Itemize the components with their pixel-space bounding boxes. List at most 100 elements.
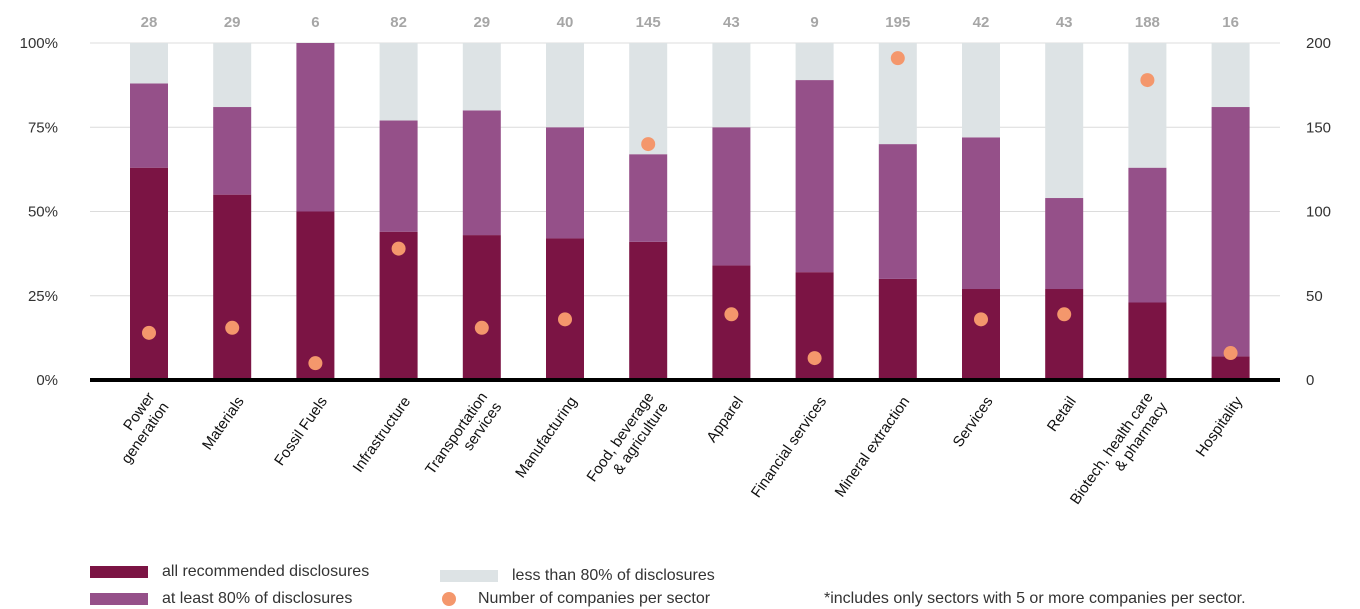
company-count-dot — [1057, 307, 1072, 322]
category-label: Infrastructure — [350, 394, 415, 476]
bar-segment-lessthan80 — [1211, 43, 1250, 108]
company-count-label: 16 — [1222, 14, 1239, 31]
bar-segment-lessthan80 — [1045, 43, 1084, 199]
y-right-tick-label: 0 — [1306, 372, 1314, 389]
bar-segment-all — [878, 278, 917, 380]
company-count-label: 42 — [973, 14, 990, 31]
company-count-dot — [890, 51, 905, 66]
legend-item-company-count: Number of companies per sector — [426, 590, 710, 608]
bar-segment-all — [213, 194, 252, 380]
bar-segment-atleast80 — [546, 127, 584, 239]
legend-label-company-count: Number of companies per sector — [478, 590, 711, 607]
company-count-label: 29 — [224, 14, 241, 31]
bar-segment-atleast80 — [712, 127, 751, 266]
bar-segment-atleast80 — [130, 83, 168, 168]
y-left-tick-label: 25% — [28, 288, 58, 305]
legend-dot-company-count — [442, 592, 456, 606]
company-count-dot — [807, 351, 822, 366]
footnote-text: *includes only sectors with 5 or more co… — [824, 590, 1246, 607]
legend-swatch-less-than-80 — [440, 570, 498, 582]
company-count-dot — [308, 356, 323, 371]
category-label: Hospitality — [1193, 393, 1247, 460]
bar-segment-atleast80 — [878, 144, 917, 279]
category-label: Mineral extraction — [832, 394, 914, 501]
category-label-line: Apparel — [703, 394, 747, 446]
bar-segment-lessthan80 — [546, 43, 584, 128]
company-count-dot — [142, 325, 156, 340]
category-label-line: Fossil Fuels — [271, 394, 331, 469]
legend-item-less-than-80: less than 80% of disclosures — [440, 567, 715, 585]
y-right-tick-label: 200 — [1306, 35, 1331, 52]
legend-label-less-than-80: less than 80% of disclosures — [512, 567, 715, 584]
category-label: Materials — [199, 394, 248, 454]
category-label: Biotech, health care& pharmacy — [1067, 389, 1171, 518]
bar-segment-all — [1045, 289, 1084, 380]
company-count-label: 145 — [636, 14, 661, 31]
bar-segment-atleast80 — [629, 154, 668, 242]
category-label: Fossil Fuels — [271, 394, 331, 469]
category-label: Food, beverage& agriculture — [583, 389, 671, 495]
bar-segment-lessthan80 — [962, 43, 1000, 138]
category-label: Financial services — [748, 394, 830, 501]
legend-item-all-recommended: all recommended disclosures — [90, 563, 369, 581]
bar-segment-atleast80 — [379, 120, 418, 232]
company-count-label: 188 — [1135, 14, 1160, 31]
category-label-line: Retail — [1044, 394, 1080, 435]
company-count-label: 28 — [141, 14, 158, 31]
y-right-tick-label: 100 — [1306, 204, 1331, 221]
category-label: Retail — [1044, 394, 1080, 435]
bar-segment-lessthan80 — [1128, 43, 1167, 168]
bar-segment-lessthan80 — [379, 43, 418, 121]
bar-segment-all — [1128, 302, 1167, 380]
company-count-dot — [1223, 346, 1238, 361]
company-count-dot — [1140, 73, 1155, 88]
legend-swatch-all-recommended — [90, 566, 148, 578]
category-label: Powergeneration — [104, 389, 173, 467]
bar-segment-lessthan80 — [795, 43, 834, 81]
company-count-dot — [641, 137, 656, 152]
bar-segment-all — [296, 211, 335, 380]
company-count-dot — [391, 241, 406, 256]
bar-segment-atleast80 — [1045, 198, 1084, 290]
bar-segment-all — [629, 241, 668, 380]
company-count-label: 43 — [1056, 14, 1073, 31]
company-count-dot — [474, 320, 489, 335]
company-count-label: 195 — [885, 14, 910, 31]
category-label-line: Financial services — [748, 394, 830, 501]
bar-segment-all — [962, 289, 1000, 380]
category-label-line: Mineral extraction — [832, 394, 914, 501]
legend-label-at-least-80: at least 80% of disclosures — [162, 590, 353, 607]
footnote: *includes only sectors with 5 or more co… — [824, 590, 1246, 608]
bar-segment-lessthan80 — [462, 43, 501, 111]
bar-segment-all — [712, 265, 751, 380]
bar-segment-atleast80 — [1128, 167, 1167, 303]
bar-segment-all — [130, 167, 168, 380]
category-label-line: Biotech, health care — [1067, 389, 1157, 507]
company-count-label: 82 — [390, 14, 407, 31]
bar-segment-atleast80 — [296, 43, 335, 212]
company-count-dot — [558, 312, 572, 327]
category-label-line: Infrastructure — [350, 394, 415, 476]
category-label: Transportationservices — [422, 389, 505, 487]
company-count-dot — [724, 307, 739, 322]
bar-segment-atleast80 — [213, 107, 252, 195]
y-right-tick-label: 50 — [1306, 288, 1323, 305]
bar-segment-atleast80 — [462, 110, 501, 236]
bar-segment-lessthan80 — [213, 43, 252, 108]
y-left-tick-label: 0% — [36, 372, 58, 389]
bar-segment-all — [546, 238, 584, 380]
y-left-tick-label: 50% — [28, 204, 58, 221]
company-count-label: 9 — [810, 14, 818, 31]
category-label: Services — [950, 394, 997, 451]
bar-segment-all — [462, 235, 501, 380]
bar-segment-all — [379, 231, 418, 380]
y-left-tick-label: 75% — [28, 119, 58, 136]
company-count-dot — [225, 320, 240, 335]
bar-segment-atleast80 — [795, 80, 834, 273]
bar-segment-all — [1211, 356, 1250, 380]
bar-segment-atleast80 — [1211, 107, 1250, 357]
bar-segment-atleast80 — [962, 137, 1000, 290]
category-label-line: Materials — [199, 394, 248, 454]
legend-swatch-at-least-80 — [90, 593, 148, 605]
